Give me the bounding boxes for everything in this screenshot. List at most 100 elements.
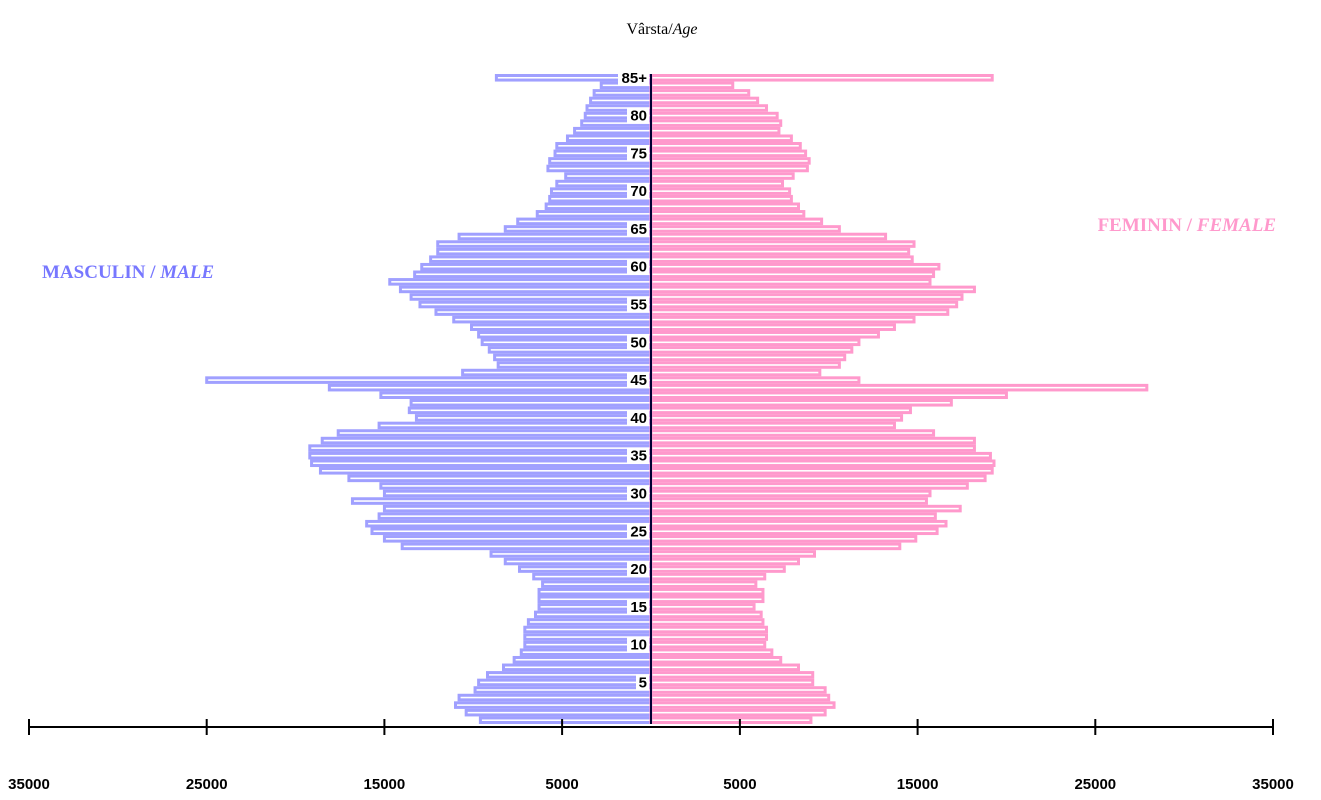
male-bar-age-2 — [454, 701, 653, 709]
female-bar-age-80 — [649, 111, 779, 120]
female-bar-age-50 — [649, 338, 861, 347]
age-label-bg — [627, 334, 649, 351]
age-tick-label: 15 — [630, 599, 647, 616]
male-bar-age-56 — [409, 293, 653, 301]
male-bar-age-38 — [336, 429, 653, 437]
male-bar-age-35 — [308, 451, 653, 460]
male-bar-age-63 — [436, 240, 653, 248]
female-bar-age-76 — [649, 142, 802, 150]
age-label-bg — [627, 107, 649, 124]
age-label-bg — [627, 447, 649, 464]
female-bar-age-60 — [649, 262, 941, 271]
female-bar-age-53 — [649, 315, 916, 324]
female-bar-age-38 — [649, 429, 936, 437]
female-bar-age-63 — [649, 240, 916, 248]
male-bar-age-27 — [377, 512, 653, 520]
female-bar-age-77 — [649, 134, 793, 143]
female-bar-age-58 — [649, 278, 932, 286]
female-bar-age-24 — [649, 535, 918, 543]
female-bar-age-17 — [649, 587, 765, 596]
female-bar-age-1 — [649, 708, 827, 717]
male-bar-age-6 — [486, 671, 653, 679]
female-series-label: FEMININ / FEMALE — [1098, 215, 1276, 236]
male-bars-group — [205, 74, 653, 725]
age-labels-group: 5 10 15 20 25 30 35 40 45 50 55 60 65 70 75 80 85+ — [618, 69, 649, 691]
age-label-bg — [627, 598, 649, 615]
female-bar-age-74 — [649, 157, 811, 165]
male-bar-age-39 — [377, 421, 653, 430]
female-bar-age-69 — [649, 194, 793, 203]
female-bar-age-12 — [649, 625, 769, 634]
female-bar-age-73 — [649, 164, 809, 173]
female-bar-age-45 — [649, 376, 861, 384]
male-bar-age-7 — [502, 663, 653, 672]
female-bar-age-10 — [649, 640, 767, 649]
male-bar-age-41 — [407, 406, 653, 415]
male-bar-age-37 — [320, 436, 653, 445]
female-bar-age-62 — [649, 247, 911, 256]
female-label-plain: FEMININ / — [1098, 215, 1197, 236]
female-bar-age-30 — [649, 489, 932, 498]
age-tick-label: 10 — [630, 637, 647, 654]
female-bar-age-55 — [649, 300, 959, 309]
age-label-bg — [627, 220, 649, 237]
female-bar-age-33 — [649, 467, 994, 475]
male-bar-age-58 — [388, 278, 653, 286]
male-bar-age-59 — [413, 270, 653, 279]
female-bar-age-67 — [649, 210, 806, 218]
male-bar-age-3 — [457, 693, 653, 702]
male-bar-age-44 — [327, 383, 653, 392]
female-bar-age-13 — [649, 618, 765, 626]
female-bar-age-40 — [649, 414, 904, 422]
female-bar-age-14 — [649, 610, 763, 619]
female-bar-age-35 — [649, 451, 992, 460]
male-bar-age-22 — [489, 550, 653, 558]
male-bar-age-0 — [478, 716, 653, 725]
female-bar-age-68 — [649, 202, 800, 211]
x-tick-label-left: 15000 — [364, 776, 406, 793]
female-bar-age-47 — [649, 361, 841, 369]
male-bar-age-64 — [457, 232, 653, 241]
x-tick-label-right: 35000 — [1252, 776, 1294, 793]
age-tick-label: 5 — [639, 674, 647, 691]
age-label-bg — [627, 296, 649, 313]
male-bar-age-82 — [589, 96, 653, 105]
male-label-italic: MALE — [159, 262, 214, 283]
male-bar-age-31 — [379, 482, 653, 490]
female-bar-age-59 — [649, 270, 936, 279]
female-bar-age-3 — [649, 693, 831, 702]
x-tick-label-left: 5000 — [545, 776, 578, 793]
male-bar-age-43 — [379, 391, 653, 400]
age-tick-label: 50 — [630, 334, 647, 351]
male-bar-age-51 — [477, 330, 653, 339]
female-bar-age-7 — [649, 663, 800, 672]
age-tick-label: 60 — [630, 259, 647, 276]
male-bar-age-13 — [526, 618, 653, 626]
x-tick-label-right: 5000 — [723, 776, 756, 793]
age-label-bg — [627, 523, 649, 540]
male-bar-age-12 — [523, 625, 653, 634]
age-label-bg — [627, 636, 649, 653]
x-tick-label-left: 25000 — [186, 776, 228, 793]
female-bar-age-78 — [649, 126, 781, 135]
male-bar-age-53 — [452, 315, 653, 324]
female-bar-age-32 — [649, 474, 987, 483]
male-bar-age-60 — [420, 262, 653, 271]
female-bar-age-84 — [649, 81, 735, 90]
male-bar-age-42 — [409, 399, 653, 407]
male-bar-age-8 — [512, 655, 653, 664]
age-tick-label: 65 — [630, 221, 647, 238]
male-bar-age-50 — [480, 338, 653, 347]
female-bar-age-39 — [649, 421, 896, 430]
male-bar-age-55 — [418, 300, 653, 309]
female-bar-age-44 — [649, 383, 1149, 392]
male-bar-age-33 — [318, 467, 653, 475]
male-bar-age-40 — [414, 414, 653, 422]
male-bar-age-23 — [400, 542, 653, 551]
female-bar-age-81 — [649, 104, 769, 112]
age-label-bg — [636, 674, 649, 691]
female-bar-age-56 — [649, 293, 964, 301]
age-axis-title-plain: Vârsta/ — [626, 21, 673, 38]
age-label-bg — [618, 69, 649, 86]
